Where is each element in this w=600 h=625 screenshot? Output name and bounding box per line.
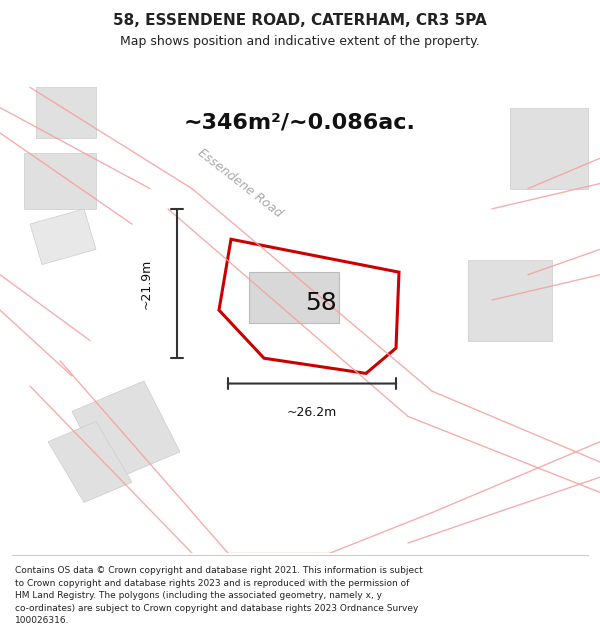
Text: ~21.9m: ~21.9m	[140, 258, 153, 309]
Polygon shape	[36, 88, 96, 138]
Polygon shape	[24, 153, 96, 209]
Text: 100026316.: 100026316.	[15, 616, 70, 625]
Polygon shape	[510, 107, 588, 189]
Polygon shape	[468, 259, 552, 341]
Text: Map shows position and indicative extent of the property.: Map shows position and indicative extent…	[120, 35, 480, 48]
Polygon shape	[48, 421, 132, 502]
Text: ~26.2m: ~26.2m	[287, 406, 337, 419]
Polygon shape	[30, 209, 96, 264]
Text: co-ordinates) are subject to Crown copyright and database rights 2023 Ordnance S: co-ordinates) are subject to Crown copyr…	[15, 604, 418, 612]
Text: ~346m²/~0.086ac.: ~346m²/~0.086ac.	[184, 112, 416, 132]
Text: to Crown copyright and database rights 2023 and is reproduced with the permissio: to Crown copyright and database rights 2…	[15, 579, 409, 587]
Text: 58: 58	[305, 291, 337, 314]
Text: Contains OS data © Crown copyright and database right 2021. This information is : Contains OS data © Crown copyright and d…	[15, 566, 423, 575]
Polygon shape	[72, 381, 180, 482]
Text: 58, ESSENDENE ROAD, CATERHAM, CR3 5PA: 58, ESSENDENE ROAD, CATERHAM, CR3 5PA	[113, 13, 487, 28]
Polygon shape	[249, 272, 339, 322]
Text: Essendene Road: Essendene Road	[195, 147, 285, 221]
Text: HM Land Registry. The polygons (including the associated geometry, namely x, y: HM Land Registry. The polygons (includin…	[15, 591, 382, 600]
